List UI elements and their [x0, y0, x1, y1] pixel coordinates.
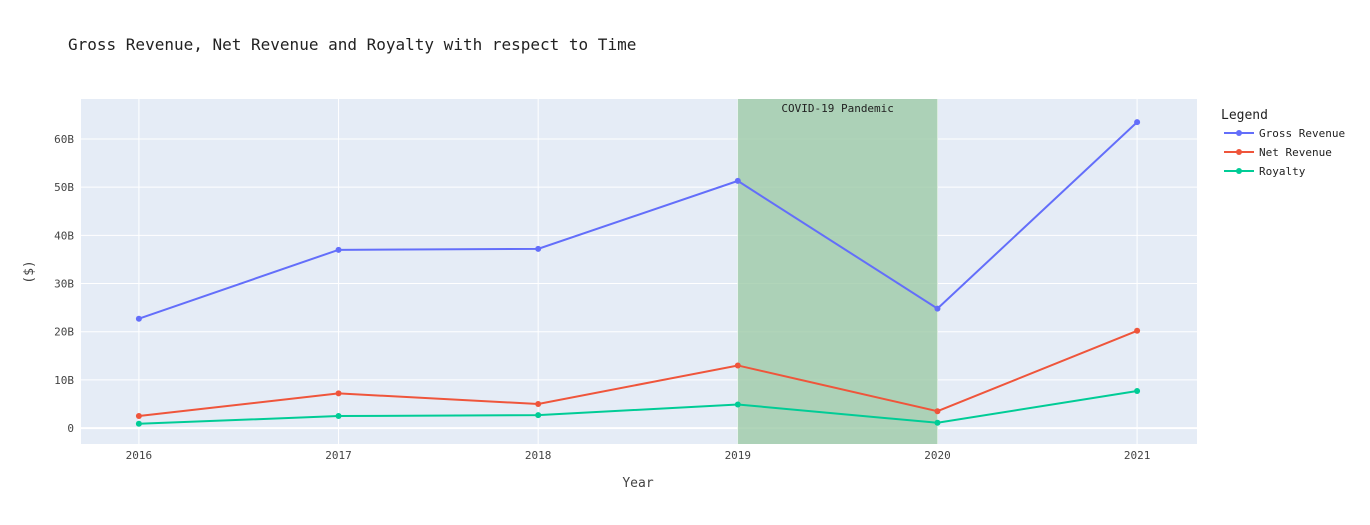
y-tick-label: 30B	[54, 278, 74, 291]
point-gross-revenue-2016[interactable]	[135, 315, 142, 322]
y-tick-label: 20B	[54, 326, 74, 339]
covid-shaded-rect	[737, 99, 938, 444]
legend-swatch-marker	[1236, 130, 1242, 136]
y-axis-title: ($)	[22, 260, 37, 283]
series-royalty	[135, 387, 1141, 427]
point-gross-revenue-2020[interactable]	[934, 305, 941, 312]
legend-item-gross-revenue[interactable]: Gross Revenue	[1224, 127, 1345, 140]
point-gross-revenue-2021[interactable]	[1134, 119, 1141, 126]
point-net-revenue-2018[interactable]	[535, 401, 542, 408]
x-tick-label: 2017	[325, 449, 352, 462]
series-net-revenue	[135, 327, 1141, 420]
y-tick-label: 10B	[54, 374, 74, 387]
shaded-region: COVID-19 Pandemic	[737, 99, 938, 444]
legend[interactable]: Legend Gross Revenue Net Revenue Royalty	[1221, 108, 1345, 178]
point-royalty-2020[interactable]	[934, 419, 941, 426]
x-tick-label: 2018	[525, 449, 552, 462]
point-royalty-2016[interactable]	[135, 420, 142, 427]
x-tick-label: 2020	[924, 449, 951, 462]
y-tick-label: 0	[67, 422, 74, 435]
grid	[81, 99, 1197, 444]
point-gross-revenue-2017[interactable]	[335, 246, 342, 253]
y-tick-label: 60B	[54, 133, 74, 146]
point-royalty-2019[interactable]	[734, 401, 741, 408]
x-tick-label: 2021	[1124, 449, 1151, 462]
point-net-revenue-2019[interactable]	[734, 362, 741, 369]
legend-title: Legend	[1221, 108, 1268, 123]
y-tick-label: 40B	[54, 229, 74, 242]
point-net-revenue-2020[interactable]	[934, 408, 941, 415]
point-royalty-2017[interactable]	[335, 413, 342, 420]
point-net-revenue-2016[interactable]	[135, 413, 142, 420]
x-tick-label: 2019	[725, 449, 752, 462]
legend-swatch-marker	[1236, 168, 1242, 174]
legend-label: Gross Revenue	[1259, 127, 1345, 140]
legend-item-net-revenue[interactable]: Net Revenue	[1224, 146, 1332, 159]
shaded-region-label: COVID-19 Pandemic	[781, 102, 894, 115]
plot-area	[81, 99, 1197, 444]
y-tick-label: 50B	[54, 181, 74, 194]
legend-label: Net Revenue	[1259, 146, 1332, 159]
line-royalty	[138, 390, 1138, 425]
y-axis-ticks: 0 10B 20B 30B 40B 50B 60B	[54, 133, 74, 435]
line-gross-revenue	[138, 121, 1138, 320]
x-axis-ticks: 2016 2017 2018 2019 2020 2021	[126, 449, 1151, 462]
point-royalty-2021[interactable]	[1134, 387, 1141, 394]
point-gross-revenue-2019[interactable]	[734, 177, 741, 184]
series-layer	[135, 119, 1141, 427]
point-royalty-2018[interactable]	[535, 412, 542, 419]
series-gross-revenue	[135, 119, 1141, 322]
point-gross-revenue-2018[interactable]	[535, 245, 542, 252]
legend-item-royalty[interactable]: Royalty	[1224, 165, 1306, 178]
x-tick-label: 2016	[126, 449, 153, 462]
legend-label: Royalty	[1259, 165, 1306, 178]
point-net-revenue-2021[interactable]	[1134, 327, 1141, 334]
x-axis-title: Year	[622, 476, 653, 491]
legend-swatch-marker	[1236, 149, 1242, 155]
line-net-revenue	[138, 329, 1138, 418]
chart-title: Gross Revenue, Net Revenue and Royalty w…	[68, 35, 636, 54]
point-net-revenue-2017[interactable]	[335, 390, 342, 397]
